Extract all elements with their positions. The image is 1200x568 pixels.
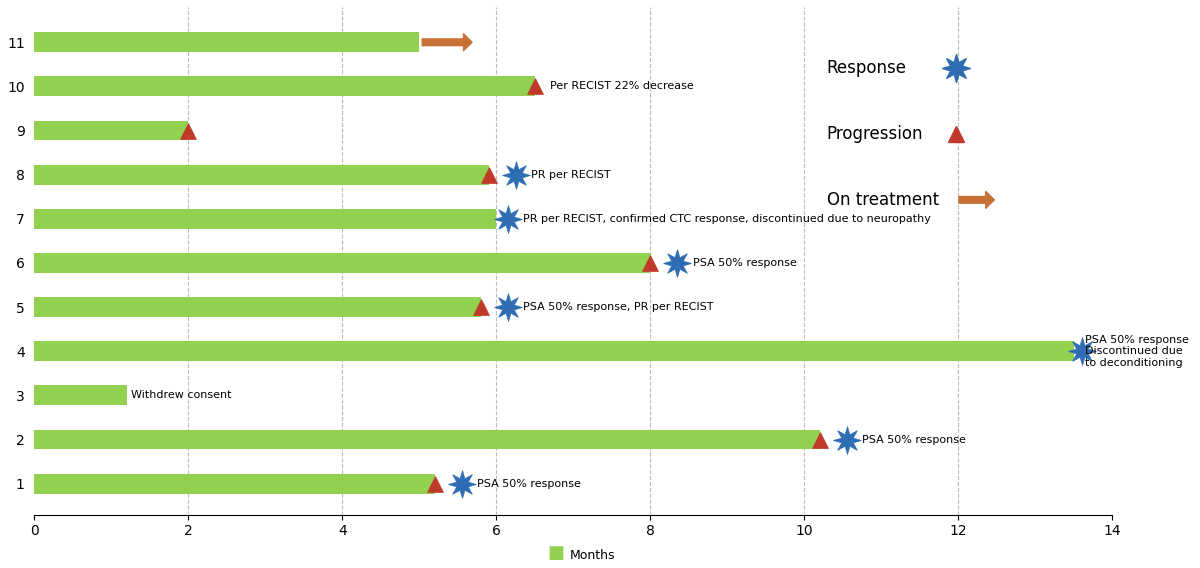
Bar bbox=[35, 474, 434, 494]
Text: Per RECIST 22% decrease: Per RECIST 22% decrease bbox=[551, 81, 694, 91]
Bar bbox=[35, 165, 488, 185]
Text: Progression: Progression bbox=[827, 125, 923, 143]
Bar bbox=[35, 386, 127, 406]
Bar bbox=[35, 209, 497, 229]
Text: PSA 50% response, PR per RECIST: PSA 50% response, PR per RECIST bbox=[523, 302, 714, 312]
Text: PSA 50% response: PSA 50% response bbox=[478, 479, 581, 488]
Bar bbox=[35, 429, 820, 449]
Bar bbox=[35, 32, 420, 52]
Text: Months: Months bbox=[570, 549, 616, 562]
Bar bbox=[35, 341, 1074, 361]
Text: On treatment: On treatment bbox=[827, 191, 938, 209]
Text: Response: Response bbox=[827, 59, 907, 77]
Text: PR per RECIST, confirmed CTC response, discontinued due to neuropathy: PR per RECIST, confirmed CTC response, d… bbox=[523, 214, 931, 224]
Bar bbox=[35, 253, 650, 273]
Text: Withdrew consent: Withdrew consent bbox=[131, 390, 232, 400]
Bar bbox=[35, 120, 188, 140]
Text: PSA 50% response
Discontinued due
to deconditioning: PSA 50% response Discontinued due to dec… bbox=[1086, 335, 1189, 368]
Text: PSA 50% response: PSA 50% response bbox=[692, 258, 797, 268]
Text: PR per RECIST: PR per RECIST bbox=[532, 170, 611, 179]
Text: ■: ■ bbox=[547, 544, 564, 562]
Bar bbox=[35, 297, 481, 317]
Text: PSA 50% response: PSA 50% response bbox=[862, 435, 966, 445]
Bar bbox=[35, 77, 535, 97]
